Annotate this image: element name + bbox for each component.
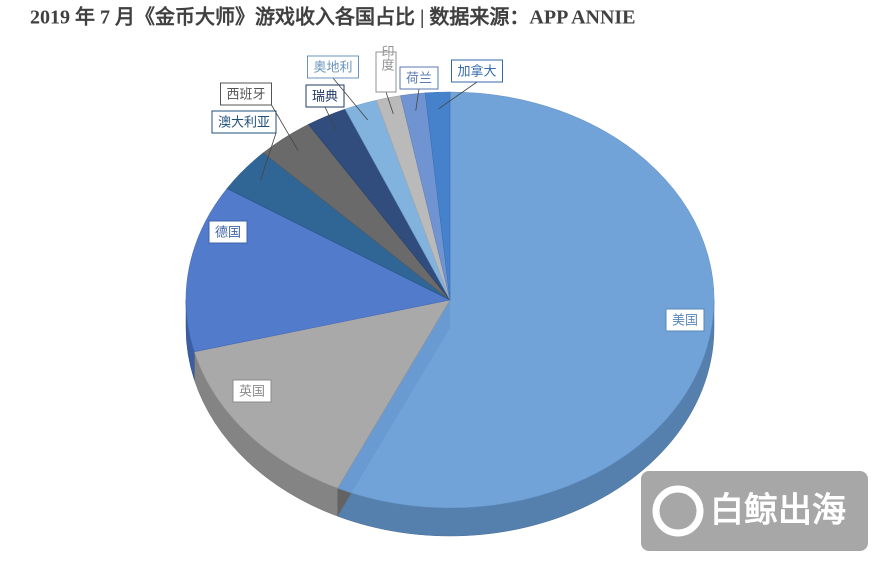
pie-slice [424, 91, 451, 301]
category-label: 德国 [215, 226, 241, 241]
leader-line [415, 88, 420, 111]
label-box [208, 220, 248, 244]
leader-line [332, 77, 369, 121]
label-box [665, 308, 705, 332]
label-box [232, 379, 272, 403]
leader-line [271, 104, 299, 151]
pie-slice [185, 188, 451, 353]
watermark-logo [652, 485, 704, 537]
leader-line [385, 91, 394, 115]
category-label: 荷兰 [406, 72, 432, 87]
label-box [399, 66, 439, 90]
category-label: 瑞典 [312, 90, 338, 105]
leader-line [260, 132, 277, 181]
category-label: 澳大利亚 [218, 115, 270, 131]
leader-line [324, 106, 337, 132]
category-label: 奥地利 [313, 61, 352, 76]
watermark-box [641, 471, 868, 551]
label-box [305, 84, 345, 108]
pie-slice [337, 91, 715, 509]
category-label: 西班牙 [226, 88, 265, 103]
label-box [211, 110, 277, 134]
watermark: 白鲸出海 [641, 471, 868, 551]
category-label: 印度 [379, 45, 395, 71]
category-label: 加拿大 [457, 64, 496, 80]
category-label: 英国 [239, 385, 265, 400]
label-box [307, 55, 359, 79]
pie-slice [193, 299, 451, 489]
label-box [220, 82, 272, 106]
watermark-text: 白鲸出海 [710, 491, 846, 531]
chart-title: 2019 年 7 月《金币大师》游戏收入各国占比 | 数据来源：APP ANNI… [30, 5, 636, 29]
leader-line [438, 81, 478, 110]
label-box [375, 51, 397, 93]
label-box [451, 59, 503, 83]
category-label: 美国 [672, 314, 698, 329]
